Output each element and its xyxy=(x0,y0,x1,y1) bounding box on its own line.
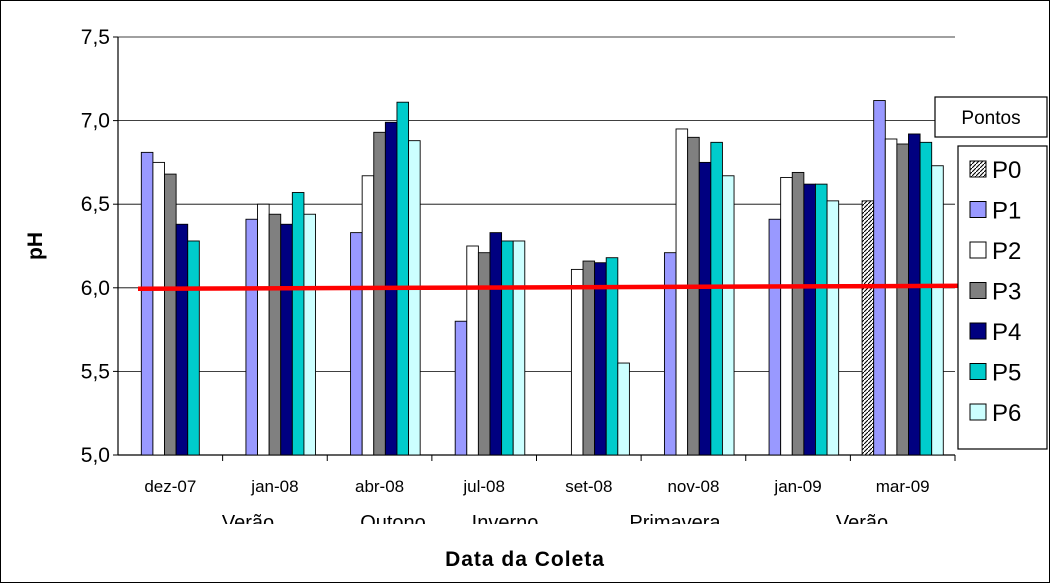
bar-p0 xyxy=(861,200,875,456)
bar-p4 xyxy=(908,133,921,456)
legend-swatch-p0 xyxy=(969,160,987,178)
bar-p1 xyxy=(350,232,363,456)
bar-p2 xyxy=(152,161,165,456)
bar-p1 xyxy=(245,218,258,456)
y-tick-label: 5,5 xyxy=(81,360,110,383)
bar-p6 xyxy=(617,362,630,456)
x-tick-label: set-08 xyxy=(565,477,612,496)
x-tick-label: mar-09 xyxy=(876,477,930,496)
legend-label-p2: P2 xyxy=(992,238,1021,265)
bar-p4 xyxy=(698,161,712,456)
legend-swatch-p2 xyxy=(969,241,987,259)
bar-p6 xyxy=(721,175,735,456)
x-tick-label: abr-08 xyxy=(355,477,404,496)
bar-p2 xyxy=(257,203,270,456)
bar-p3 xyxy=(791,171,805,456)
bar-p3 xyxy=(477,252,491,456)
bar-p5 xyxy=(710,141,723,456)
bar-p4 xyxy=(175,223,189,456)
plot-area: 5,0 5,5 6,0 6,5 7,0 7,5 dez-07 jan-08 abr-08 jul-… xyxy=(60,26,971,538)
legend-label-p4: P4 xyxy=(992,319,1021,346)
bar-p6 xyxy=(826,200,840,456)
legend-swatch-p1 xyxy=(969,201,987,218)
x-tick-label: jul-08 xyxy=(462,477,505,496)
x-tick-label: nov-08 xyxy=(667,477,719,496)
bar-p4 xyxy=(594,262,607,456)
bar-p2 xyxy=(675,128,689,456)
legend-swatch-p4 xyxy=(969,322,987,340)
bar-p5 xyxy=(396,101,410,456)
legend-label-p6: P6 xyxy=(992,400,1021,427)
bar-p2 xyxy=(466,245,479,456)
bar-p1 xyxy=(663,252,677,456)
bar-p3 xyxy=(164,173,177,456)
bar-p6 xyxy=(512,240,526,456)
legend-swatch-p6 xyxy=(969,403,987,421)
bar-p5 xyxy=(187,240,200,456)
x-axis-label: Data da Coleta xyxy=(445,548,605,571)
y-tick-label: 6,5 xyxy=(81,193,110,216)
bar-p1 xyxy=(873,100,886,456)
bar-p4 xyxy=(803,183,816,456)
bar-p5 xyxy=(501,240,514,456)
bar-p3 xyxy=(687,136,700,456)
bar-p6 xyxy=(931,165,944,456)
bar-p3 xyxy=(582,260,596,456)
legend-label-p5: P5 xyxy=(992,360,1021,387)
y-axis-label: pH xyxy=(24,232,47,260)
y-tick-label: 5,0 xyxy=(81,444,110,467)
bar-p2 xyxy=(570,268,584,456)
y-tick-label: 7,5 xyxy=(81,26,110,49)
bar-p5 xyxy=(605,257,619,456)
reference-line xyxy=(137,283,971,292)
bar-p1 xyxy=(454,320,468,456)
legend-swatch-p3 xyxy=(969,282,987,299)
y-tick-label: 7,0 xyxy=(81,110,110,133)
bar-p5 xyxy=(919,141,933,456)
bar-p4 xyxy=(489,232,503,456)
x-tick-label: jan-08 xyxy=(250,477,298,496)
bar-p2 xyxy=(361,175,375,456)
bar-p1 xyxy=(140,151,154,456)
bar-p4 xyxy=(280,223,293,456)
bar-p5 xyxy=(291,192,305,456)
bar-p6 xyxy=(303,213,316,456)
season-clip-mask xyxy=(60,524,960,538)
legend-title: Pontos xyxy=(961,108,1020,129)
x-tick-label: jan-09 xyxy=(773,477,821,496)
bar-p1 xyxy=(768,218,782,456)
legend-title-box xyxy=(934,96,1048,138)
bar-p3 xyxy=(268,213,282,456)
legend-swatch-p5 xyxy=(969,363,987,380)
bar-p3 xyxy=(896,143,909,456)
bar-p2 xyxy=(780,176,793,456)
legend-label-p3: P3 xyxy=(992,279,1021,306)
legend: Pontos P0 P1 P2 P3 P4 P5 P6 xyxy=(934,96,1048,450)
legend-label-p1: P1 xyxy=(992,198,1021,225)
bar-p6 xyxy=(408,140,421,456)
legend-label-p0: P0 xyxy=(992,157,1021,184)
x-tick-label: dez-07 xyxy=(144,477,196,496)
bar-p2 xyxy=(884,138,898,456)
bar-p3 xyxy=(373,131,386,456)
y-tick-label: 6,0 xyxy=(81,277,110,300)
bar-p5 xyxy=(815,183,828,456)
